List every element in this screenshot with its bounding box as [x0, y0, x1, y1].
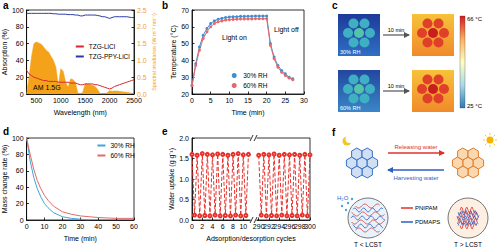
svg-text:80: 80	[16, 151, 24, 158]
svg-text:Harvesting water: Harvesting water	[393, 175, 438, 181]
svg-text:a: a	[3, 0, 9, 11]
svg-text:Time (min): Time (min)	[64, 235, 97, 243]
svg-text:0.0: 0.0	[137, 90, 147, 98]
svg-text:e: e	[162, 126, 168, 137]
svg-text:20: 20	[263, 97, 271, 104]
svg-text:298: 298	[293, 223, 306, 230]
svg-text:25: 25	[281, 97, 289, 104]
svg-text:0: 0	[25, 223, 29, 230]
svg-text:0: 0	[20, 217, 24, 224]
svg-text:60% RH: 60% RH	[340, 105, 361, 111]
svg-text:40: 40	[16, 57, 24, 64]
svg-text:10 min: 10 min	[388, 27, 405, 33]
svg-text:500: 500	[31, 97, 43, 104]
svg-text:PNIPAM: PNIPAM	[415, 205, 438, 211]
svg-text:60: 60	[181, 23, 189, 30]
svg-text:Wavelength (nm): Wavelength (nm)	[54, 109, 107, 117]
svg-text:10: 10	[41, 223, 49, 230]
svg-text:300: 300	[304, 223, 316, 230]
svg-text:50: 50	[181, 40, 189, 47]
svg-text:T < LCST: T < LCST	[354, 241, 382, 248]
svg-text:0: 0	[190, 97, 194, 104]
svg-text:2500: 2500	[126, 97, 142, 104]
svg-text:40: 40	[181, 57, 189, 64]
svg-text:2.0: 2.0	[179, 135, 189, 142]
svg-text:30: 30	[300, 97, 308, 104]
svg-text:Adsorption/desorption cycles: Adsorption/desorption cycles	[206, 235, 296, 243]
svg-text:8: 8	[231, 223, 235, 230]
svg-text:20: 20	[16, 200, 24, 207]
svg-text:30% RH: 30% RH	[340, 49, 361, 55]
svg-text:60: 60	[16, 167, 24, 174]
svg-text:60% RH: 60% RH	[110, 152, 135, 159]
svg-text:25 °C: 25 °C	[467, 103, 483, 109]
svg-text:AM 1.5G: AM 1.5G	[33, 84, 61, 91]
svg-text:Releasing water: Releasing water	[394, 144, 437, 150]
svg-text:40: 40	[94, 223, 102, 230]
svg-text:1000: 1000	[53, 97, 69, 104]
svg-text:20: 20	[181, 91, 189, 98]
svg-text:60: 60	[16, 40, 24, 47]
svg-text:30: 30	[76, 223, 84, 230]
svg-text:Light off: Light off	[274, 26, 299, 34]
svg-text:10 min: 10 min	[388, 83, 405, 89]
html-text:290 292 294: 290 292 294	[252, 223, 286, 230]
svg-text:Light on: Light on	[222, 34, 247, 42]
svg-text:0.5: 0.5	[137, 74, 147, 81]
svg-text:100: 100	[12, 135, 24, 142]
svg-text:H₂O: H₂O	[337, 195, 349, 201]
svg-text:30: 30	[181, 74, 189, 81]
svg-text:1.0: 1.0	[137, 57, 147, 64]
svg-text:T > LCST: T > LCST	[454, 241, 482, 248]
svg-text:Mass change rate (%): Mass change rate (%)	[1, 145, 9, 213]
svg-text:30% RH: 30% RH	[243, 72, 268, 79]
svg-text:6: 6	[221, 223, 225, 230]
svg-text:Absorption (%): Absorption (%)	[1, 29, 9, 75]
svg-text:40: 40	[16, 184, 24, 191]
svg-text:2.5: 2.5	[137, 7, 147, 14]
svg-text:15: 15	[244, 97, 252, 104]
svg-text:0: 0	[190, 223, 194, 230]
svg-text:1.0: 1.0	[179, 176, 189, 183]
svg-text:10: 10	[225, 97, 233, 104]
svg-text:0.0: 0.0	[179, 217, 189, 224]
svg-text:0.5: 0.5	[179, 196, 189, 203]
svg-text:20: 20	[58, 223, 66, 230]
svg-text:2.0: 2.0	[137, 23, 147, 30]
svg-text:TZG-PPY-LiCl: TZG-PPY-LiCl	[89, 53, 130, 60]
svg-text:66 °C: 66 °C	[467, 16, 483, 22]
svg-text:4: 4	[211, 223, 215, 230]
svg-text:2000: 2000	[102, 97, 118, 104]
svg-text:Water uptake (g g⁻¹): Water uptake (g g⁻¹)	[168, 148, 176, 210]
svg-text:5: 5	[209, 97, 213, 104]
svg-text:Spectral irradiance (W m⁻² nm⁻: Spectral irradiance (W m⁻² nm⁻¹)	[151, 13, 157, 91]
svg-text:b: b	[162, 0, 168, 11]
svg-text:1.5: 1.5	[179, 155, 189, 162]
svg-text:1.5: 1.5	[137, 40, 147, 47]
svg-text:10: 10	[239, 223, 247, 230]
svg-text:296: 296	[283, 223, 296, 230]
svg-text:f: f	[332, 127, 336, 138]
svg-text:Time (min): Time (min)	[231, 109, 264, 117]
svg-text:1500: 1500	[77, 97, 93, 104]
svg-text:70: 70	[181, 7, 189, 14]
svg-text:d: d	[3, 126, 9, 137]
svg-text:2: 2	[200, 223, 204, 230]
svg-text:c: c	[332, 0, 338, 11]
svg-text:PDMAPS: PDMAPS	[415, 219, 440, 225]
svg-text:30% RH: 30% RH	[110, 142, 135, 149]
svg-text:0: 0	[20, 91, 24, 98]
svg-text:TZG-LiCl: TZG-LiCl	[89, 43, 116, 50]
svg-text:20: 20	[16, 74, 24, 81]
svg-text:100: 100	[12, 7, 24, 14]
svg-text:60% RH: 60% RH	[243, 82, 268, 89]
svg-text:Temperature (°C): Temperature (°C)	[170, 25, 178, 79]
svg-text:50: 50	[112, 223, 120, 230]
svg-text:60: 60	[130, 223, 138, 230]
svg-text:80: 80	[16, 23, 24, 30]
